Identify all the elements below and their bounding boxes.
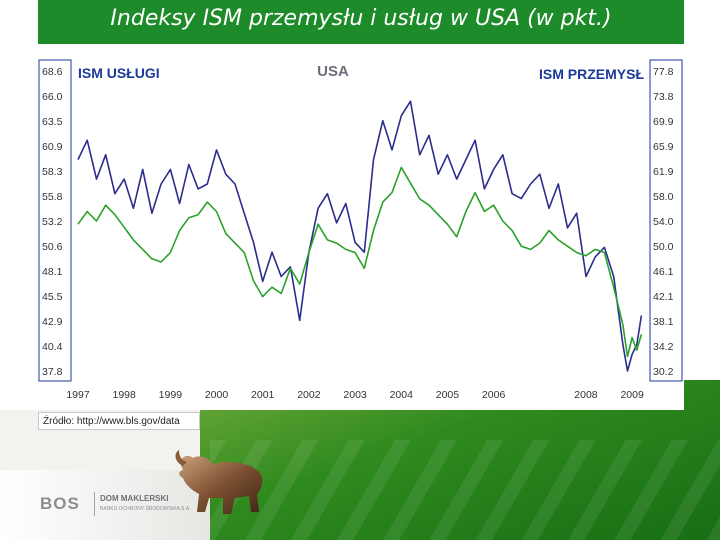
right-tick-label: 65.9 (653, 141, 674, 153)
right-tick-label: 61.9 (653, 166, 674, 178)
right-tick-label: 34.2 (653, 341, 674, 353)
right-tick-label: 54.0 (653, 216, 674, 228)
x-axis-ticks: 1997 1998 1999 2000 2001 2002 2003 2004 2005 2006… (66, 389, 644, 401)
chart-title: USA (317, 63, 349, 80)
logo-brand: BOS (40, 494, 80, 513)
left-axis-frame (38, 59, 72, 382)
right-tick-label: 73.8 (653, 91, 674, 103)
left-tick-label: 63.5 (42, 116, 63, 128)
title-bar: Indeksy ISM przemysłu i usług w USA (w p… (38, 0, 684, 44)
slide-title: Indeksy ISM przemysłu i usług w USA (w p… (110, 6, 612, 31)
x-tick-label: 2001 (251, 389, 275, 401)
left-tick-label: 68.6 (42, 66, 63, 78)
x-tick-label: 2005 (436, 389, 460, 401)
left-tick-label: 42.9 (42, 316, 63, 328)
left-tick-label: 53.2 (42, 216, 63, 228)
x-tick-label: 1998 (112, 389, 136, 401)
left-tick-label: 55.8 (42, 191, 63, 203)
left-tick-label: 40.4 (42, 341, 63, 353)
x-tick-label: 2000 (205, 389, 229, 401)
left-tick-label: 48.1 (42, 266, 63, 278)
x-tick-label: 1999 (159, 389, 183, 401)
left-tick-label: 60.9 (42, 141, 63, 153)
logo-name: DOM MAKLERSKI (100, 494, 169, 503)
right-tick-label: 50.0 (653, 241, 674, 253)
x-tick-label: 2004 (390, 389, 414, 401)
x-tick-label: 2002 (297, 389, 321, 401)
right-tick-label: 46.1 (653, 266, 674, 278)
left-tick-label: 58.3 (42, 166, 63, 178)
manufacturing-series-line (77, 166, 643, 358)
decorative-stripes (210, 440, 720, 540)
right-axis-ticks: 77.8 73.8 69.9 65.9 61.9 58.0 54.0 50.0 46.1 42.1… (653, 66, 674, 378)
left-tick-label: 66.0 (42, 91, 63, 103)
right-tick-label: 42.1 (653, 291, 674, 303)
right-axis-frame (649, 59, 683, 382)
source-note: Źródło: http://www.bls.gov/data (38, 412, 200, 430)
x-tick-label: 1997 (66, 389, 90, 401)
left-tick-label: 37.8 (42, 366, 63, 378)
line-chart: USA ISM USŁUGI ISM PRZEMYSŁ 68.6 66.0 63.5… (38, 59, 683, 401)
right-tick-label: 38.1 (653, 316, 674, 328)
logo-separator (94, 492, 95, 516)
right-series-label: ISM PRZEMYSŁ (539, 66, 644, 82)
company-logo: BOS DOM MAKLERSKI BANKU OCHRONY ŚRODOWIS… (40, 490, 210, 520)
bull-statue-image (165, 440, 275, 520)
x-tick-label: 2008 (574, 389, 598, 401)
left-series-label: ISM USŁUGI (78, 65, 160, 81)
left-axis-ticks: 68.6 66.0 63.5 60.9 58.3 55.8 53.2 50.6 48.1 45.5… (42, 66, 63, 378)
chart-panel: USA ISM USŁUGI ISM PRZEMYSŁ 68.6 66.0 63.5… (38, 58, 684, 410)
x-tick-label: 2003 (343, 389, 367, 401)
left-tick-label: 50.6 (42, 241, 63, 253)
services-series-line (77, 100, 643, 372)
x-tick-label: 2006 (482, 389, 506, 401)
left-tick-label: 45.5 (42, 291, 63, 303)
right-tick-label: 69.9 (653, 116, 674, 128)
right-tick-label: 58.0 (653, 191, 674, 203)
right-tick-label: 77.8 (653, 66, 674, 78)
series-lines (77, 100, 643, 372)
x-tick-label: 2009 (620, 389, 644, 401)
logo-background (0, 470, 210, 540)
logo-subtitle: BANKU OCHRONY ŚRODOWISKA S.A. (100, 506, 191, 512)
right-tick-label: 30.2 (653, 366, 674, 378)
